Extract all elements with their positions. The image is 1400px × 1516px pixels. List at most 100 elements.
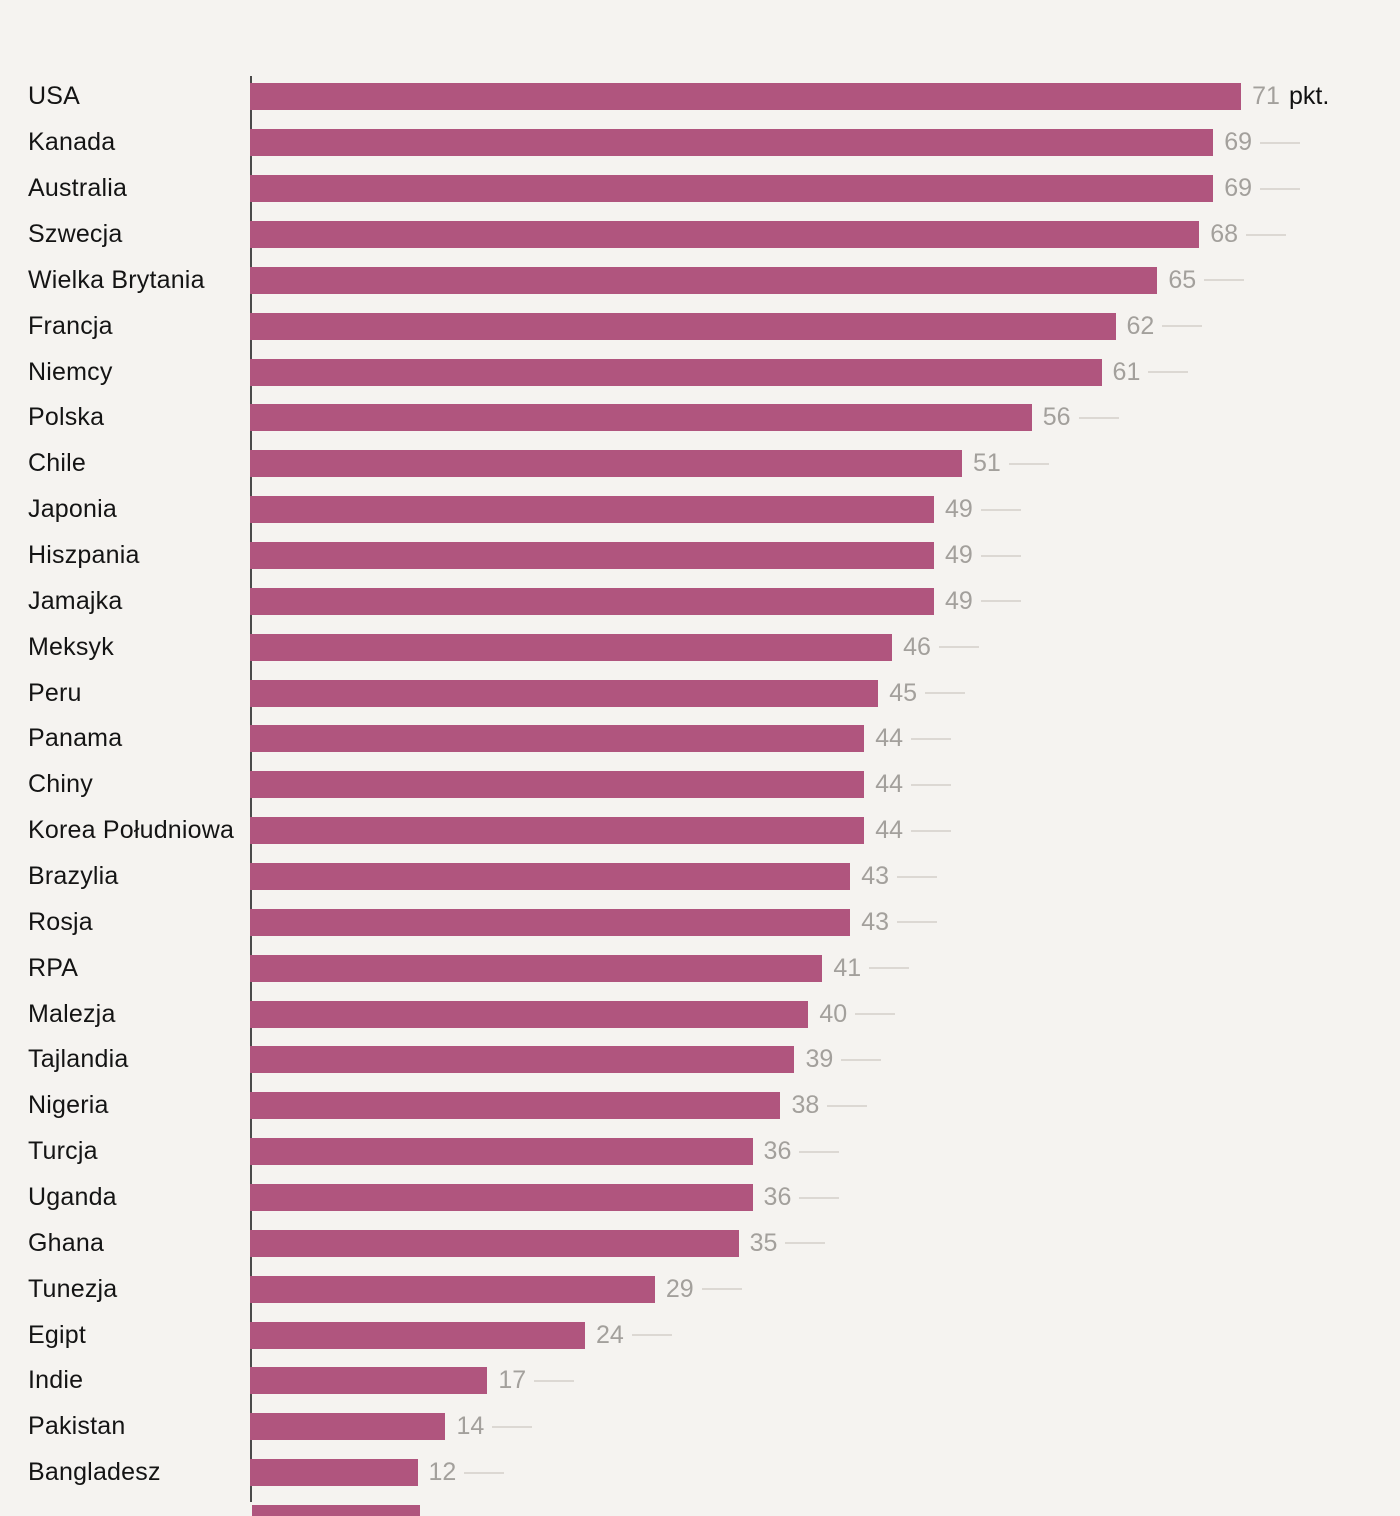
category-label: Turcja: [28, 1137, 98, 1166]
tick-line: [1148, 371, 1189, 374]
chart-row: Niemcy 61: [0, 349, 1400, 395]
category-label: Tajlandia: [28, 1045, 129, 1074]
bar: [250, 175, 1214, 203]
bar-area: 49: [250, 578, 1400, 624]
bar-area: 38: [250, 1083, 1400, 1129]
bar-area: 39: [250, 1037, 1400, 1083]
bar-area: 65: [250, 257, 1400, 303]
tick-line: [464, 1471, 505, 1474]
bar: [250, 1321, 586, 1349]
chart-row: Meksyk 46: [0, 624, 1400, 670]
bar-area: 51: [250, 441, 1400, 487]
bar: [250, 450, 962, 478]
bar: [250, 771, 865, 799]
chart-row: Szwecja 68: [0, 212, 1400, 258]
category-label: Niemcy: [28, 357, 113, 386]
category-label: Chiny: [28, 770, 93, 799]
bar-value: 35: [749, 1228, 778, 1257]
chart-row: Chiny 44: [0, 762, 1400, 808]
bar-area: 44: [250, 762, 1400, 808]
bar-area: 49: [250, 533, 1400, 579]
category-label: Malezja: [28, 999, 116, 1028]
bar-value: 69: [1224, 128, 1253, 157]
tick-line: [631, 1334, 672, 1337]
category-label: Tunezja: [28, 1274, 118, 1303]
category-label: Australia: [28, 174, 128, 203]
bar-value: 49: [945, 495, 973, 524]
tick-line: [701, 1288, 742, 1291]
category-label: Korea Południowa: [28, 816, 235, 845]
bar-value: 17: [498, 1366, 527, 1395]
tick-line: [855, 1013, 896, 1016]
tick-line: [799, 1196, 840, 1199]
bar: [250, 1275, 655, 1303]
chart-row: Panama 44: [0, 716, 1400, 762]
bar-value: 61: [1112, 357, 1141, 386]
tick-line: [1204, 279, 1245, 282]
bar-value: 14: [456, 1412, 485, 1441]
category-label: Szwecja: [28, 220, 123, 248]
category-label: Polska: [28, 403, 105, 432]
tick-line: [1260, 141, 1301, 144]
tick-line: [1260, 187, 1301, 190]
chart-row: USA 71 pkt.: [0, 74, 1400, 120]
chart-row: Polska 56: [0, 395, 1400, 441]
tick-line: [938, 646, 979, 649]
bar-area: 71 pkt.: [250, 74, 1400, 120]
bar: [250, 266, 1158, 294]
bar-area: 43: [250, 899, 1400, 945]
category-label: Pakistan: [28, 1412, 126, 1441]
tick-line: [897, 921, 938, 924]
chart-row: Korea Południowa 44: [0, 808, 1400, 854]
tick-line: [869, 967, 910, 970]
category-label: Jamajka: [28, 586, 123, 615]
bar-area: 68: [250, 212, 1400, 258]
chart-row: Jamajka 49: [0, 578, 1400, 624]
bar: [250, 1413, 446, 1441]
bar-value: 43: [861, 862, 890, 891]
bar-value: 68: [1210, 220, 1239, 248]
chart-row: Egipt 24: [0, 1312, 1400, 1358]
bar-area: 45: [250, 670, 1400, 716]
chart-row: Indie 17: [0, 1358, 1400, 1404]
bar-value: 44: [875, 816, 904, 845]
bar: [250, 817, 865, 845]
bar: [250, 633, 893, 661]
bar-value: 45: [889, 678, 917, 707]
bar-value: 12: [428, 1458, 457, 1487]
chart-row: Wielka Brytania 65: [0, 257, 1400, 303]
bar: [250, 221, 1200, 248]
bar: [250, 725, 865, 753]
bar: [250, 358, 1102, 386]
category-label: Wielka Brytania: [28, 265, 205, 294]
bar: [250, 312, 1116, 340]
chart-row: Kanada 69: [0, 120, 1400, 166]
category-label: Egipt: [28, 1320, 86, 1349]
tick-line: [534, 1379, 575, 1382]
bar-value: 49: [945, 541, 973, 570]
bar: [250, 908, 851, 936]
chart-row: RPA 41: [0, 945, 1400, 991]
bar: [250, 1184, 753, 1212]
bar-value: 44: [875, 724, 904, 753]
bar: [250, 954, 823, 982]
chart-row: Bangladesz 12: [0, 1450, 1400, 1496]
bar-area: 62: [250, 303, 1400, 349]
bar: [250, 1459, 418, 1487]
chart-row: Peru 45: [0, 670, 1400, 716]
category-label: Indie: [28, 1366, 84, 1395]
bar-value: 71: [1252, 82, 1280, 111]
tick-line: [1162, 325, 1203, 328]
bar-area: 61: [250, 349, 1400, 395]
category-label: Bangladesz: [28, 1458, 161, 1487]
bar-value: 41: [833, 953, 862, 982]
chart-row: Uganda 36: [0, 1175, 1400, 1221]
tick-line: [980, 600, 1021, 603]
bar-area: 41: [250, 945, 1400, 991]
bar-area: 69: [250, 120, 1400, 166]
bar-area: 36: [250, 1175, 1400, 1221]
bar-area: 12: [250, 1450, 1400, 1496]
bar-area: 43: [250, 854, 1400, 900]
bar-area: 14: [250, 1404, 1400, 1450]
bar-area: 40: [250, 991, 1400, 1037]
